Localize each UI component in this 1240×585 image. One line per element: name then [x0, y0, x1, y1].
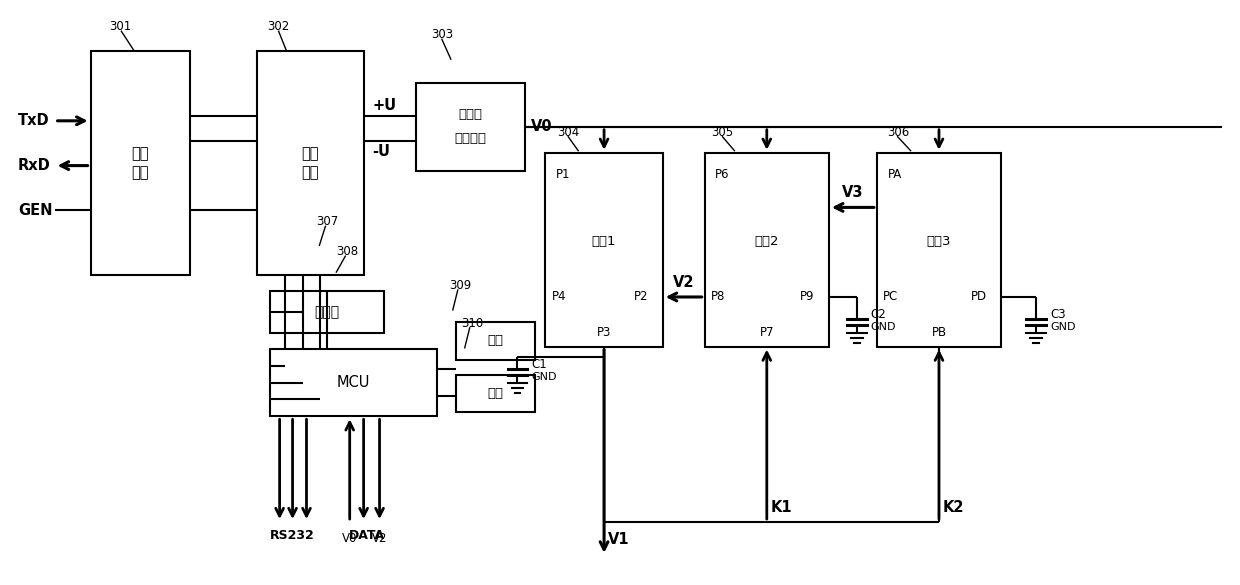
Bar — [257, 51, 365, 275]
Text: 301: 301 — [109, 20, 131, 33]
Text: TxD: TxD — [17, 113, 50, 128]
Text: V1: V1 — [608, 532, 630, 547]
Text: P7: P7 — [760, 326, 774, 339]
Text: K1: K1 — [771, 500, 792, 515]
Text: 电路1: 电路1 — [591, 235, 616, 248]
Text: PD: PD — [971, 291, 987, 304]
Text: V0: V0 — [342, 532, 357, 545]
Text: 303: 303 — [432, 28, 453, 41]
Text: RxD: RxD — [17, 158, 51, 173]
Text: 电路: 电路 — [301, 166, 319, 181]
Text: 309: 309 — [449, 279, 471, 292]
Text: 305: 305 — [712, 126, 734, 139]
Text: GND: GND — [1050, 322, 1075, 332]
Text: DATA: DATA — [348, 529, 384, 542]
Text: 308: 308 — [336, 245, 358, 258]
Bar — [269, 291, 384, 333]
Bar — [546, 153, 663, 347]
Bar — [456, 374, 536, 412]
Text: P8: P8 — [712, 291, 725, 304]
Text: V3: V3 — [842, 185, 863, 201]
Bar — [91, 51, 190, 275]
Text: GEN: GEN — [17, 203, 52, 218]
Text: RS232: RS232 — [270, 529, 315, 542]
Text: 310: 310 — [461, 317, 484, 330]
Text: 显示器: 显示器 — [314, 305, 340, 319]
Text: MCU: MCU — [336, 375, 370, 390]
Text: C1: C1 — [532, 358, 547, 371]
Text: P1: P1 — [556, 168, 570, 181]
Text: 304: 304 — [557, 126, 579, 139]
Bar — [704, 153, 830, 347]
Text: K2: K2 — [942, 500, 965, 515]
Bar — [415, 83, 526, 171]
Text: C3: C3 — [1050, 308, 1065, 321]
Text: 电荷泵: 电荷泵 — [459, 108, 482, 121]
Text: 电路3: 电路3 — [926, 235, 951, 248]
Text: 整流: 整流 — [301, 146, 319, 161]
Text: +U: +U — [372, 98, 397, 113]
Text: 302: 302 — [267, 20, 289, 33]
Text: 电池: 电池 — [487, 334, 503, 347]
Text: GND: GND — [532, 371, 557, 381]
Text: P9: P9 — [800, 291, 815, 304]
Text: 极性转换: 极性转换 — [455, 132, 487, 145]
Text: 保护: 保护 — [131, 146, 149, 161]
Text: PB: PB — [931, 326, 946, 339]
Text: PA: PA — [888, 168, 901, 181]
Text: 电路2: 电路2 — [755, 235, 779, 248]
Text: P3: P3 — [596, 326, 611, 339]
Text: 电路: 电路 — [131, 166, 149, 181]
Bar — [269, 349, 436, 417]
Text: V0: V0 — [531, 119, 552, 135]
Text: P4: P4 — [552, 291, 567, 304]
Text: -U: -U — [372, 144, 391, 159]
Text: 306: 306 — [887, 126, 909, 139]
Text: P2: P2 — [634, 291, 649, 304]
Text: PC: PC — [883, 291, 898, 304]
Text: C2: C2 — [870, 308, 887, 321]
Bar — [877, 153, 1001, 347]
Text: P6: P6 — [715, 168, 730, 181]
Text: V2: V2 — [372, 532, 387, 545]
Text: 307: 307 — [316, 215, 339, 228]
Text: GND: GND — [870, 322, 897, 332]
Text: V2: V2 — [673, 275, 694, 290]
Text: 存储: 存储 — [487, 387, 503, 400]
Bar — [456, 322, 536, 360]
